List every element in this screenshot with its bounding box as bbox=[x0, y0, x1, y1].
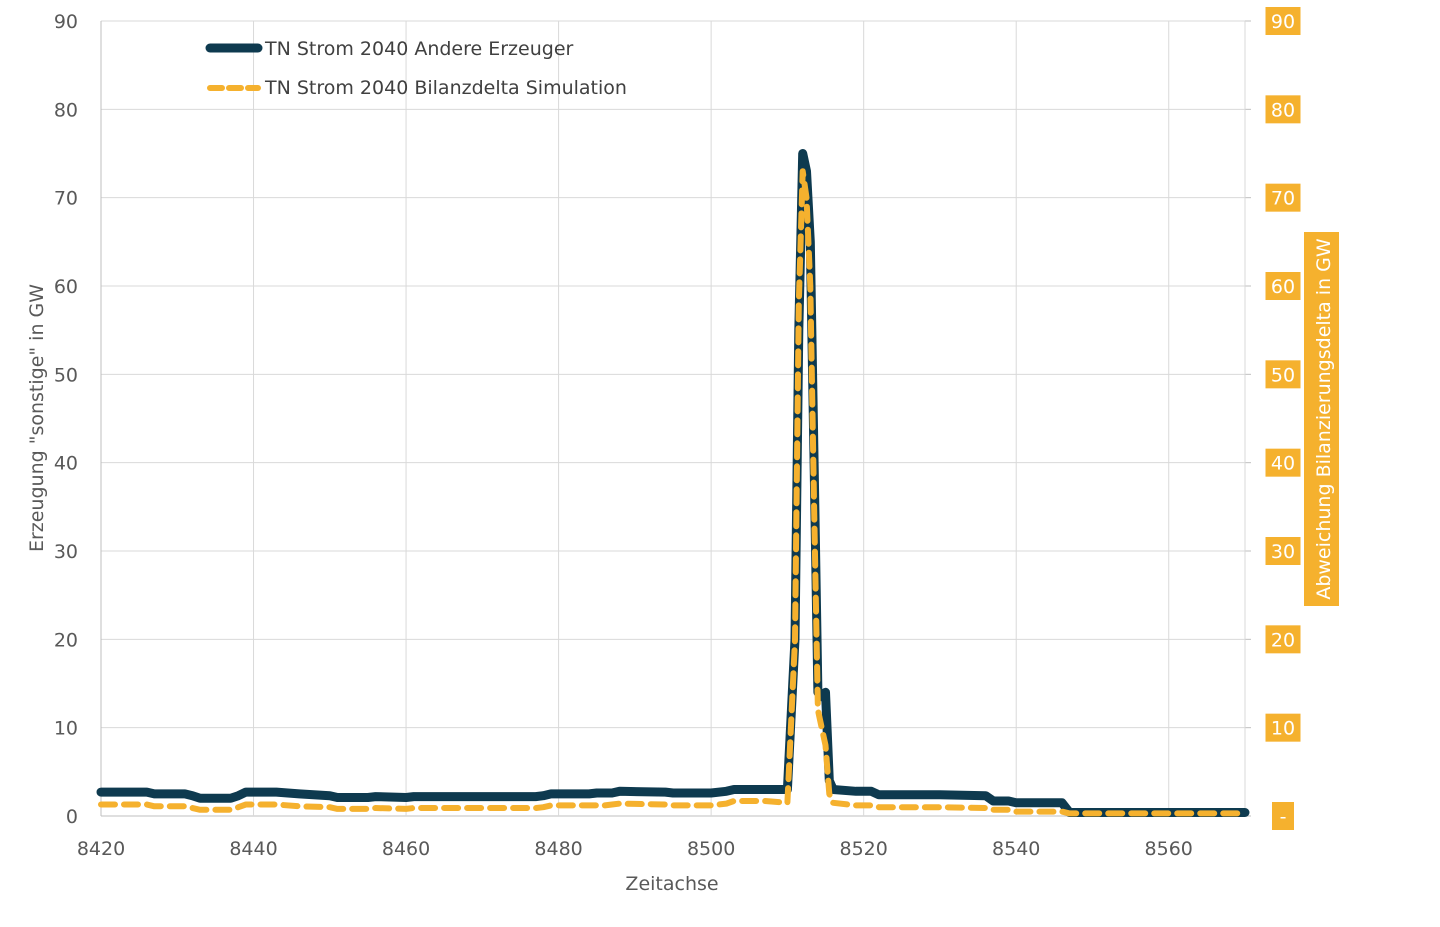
y2-tick-label: 90 bbox=[1271, 11, 1295, 33]
y2-axis-title: Abweichung Bilanzierungsdelta in GW bbox=[1313, 238, 1335, 600]
y2-tick-label: 80 bbox=[1271, 99, 1295, 121]
y-tick-label: 70 bbox=[54, 188, 78, 210]
y2-tick-box bbox=[1265, 448, 1301, 477]
y2-tick-label: 50 bbox=[1271, 364, 1295, 386]
y2-tick-label: 10 bbox=[1271, 718, 1295, 740]
y2-tick-box bbox=[1265, 537, 1301, 565]
y-tick-label: 30 bbox=[54, 541, 78, 563]
x-tick-label: 8520 bbox=[839, 838, 887, 860]
y2-tick-box bbox=[1265, 7, 1301, 35]
y2-tick-label: 40 bbox=[1271, 453, 1295, 475]
y-tick-label: 60 bbox=[54, 276, 78, 298]
y2-tick-label: - bbox=[1280, 806, 1287, 828]
y2-tick-label: 60 bbox=[1271, 276, 1295, 298]
y2-tick-box bbox=[1265, 360, 1301, 389]
x-axis-ticks: 8420 8440 8460 8480 8500 8520 8540 8560 bbox=[77, 838, 1193, 860]
y-tick-label: 40 bbox=[54, 453, 78, 475]
x-tick-label: 8420 bbox=[77, 838, 125, 860]
x-tick-label: 8540 bbox=[992, 838, 1040, 860]
y2-tick-label: 30 bbox=[1271, 541, 1295, 563]
y2-tick-label: 70 bbox=[1271, 188, 1295, 210]
y-axis-title: Erzeugung "sonstige" in GW bbox=[26, 284, 48, 552]
y-tick-label: 90 bbox=[54, 11, 78, 33]
x-tick-label: 8460 bbox=[382, 838, 430, 860]
y-tick-label: 20 bbox=[54, 629, 78, 651]
series-line-bilanzdelta bbox=[98, 168, 1248, 817]
y2-tick-box bbox=[1265, 183, 1301, 212]
series-lines bbox=[96, 149, 1250, 817]
y2-tick-box bbox=[1272, 802, 1294, 830]
y2-axis-title-background bbox=[1304, 232, 1339, 606]
x-axis-title: Zeitachse bbox=[625, 873, 718, 895]
y-tick-label: 10 bbox=[54, 718, 78, 740]
y2-tick-box bbox=[1265, 272, 1301, 300]
x-tick-label: 8440 bbox=[229, 838, 277, 860]
gridlines bbox=[100, 20, 1251, 817]
legend-label-bilanz: TN Strom 2040 Bilanzdelta Simulation bbox=[264, 77, 627, 99]
y2-tick-box bbox=[1265, 713, 1301, 742]
y-tick-label: 80 bbox=[54, 99, 78, 121]
x-tick-label: 8480 bbox=[534, 838, 582, 860]
legend: TN Strom 2040 Andere Erzeuger TN Strom 2… bbox=[205, 38, 627, 99]
series-line-andere-erzeuger bbox=[96, 149, 1250, 817]
x-tick-label: 8500 bbox=[687, 838, 735, 860]
x-tick-label: 8560 bbox=[1145, 838, 1193, 860]
y2-tick-box bbox=[1265, 95, 1301, 124]
legend-label-andere: TN Strom 2040 Andere Erzeuger bbox=[264, 38, 574, 60]
y2-tick-label: 20 bbox=[1271, 629, 1295, 651]
y-tick-label: 50 bbox=[54, 364, 78, 386]
y2-tick-box bbox=[1265, 625, 1301, 654]
y-axis-ticks: 0 10 20 30 40 50 60 70 80 90 bbox=[54, 11, 78, 828]
y2-axis-ticks: - 10 20 30 40 50 60 70 80 90 bbox=[1265, 7, 1301, 830]
y-tick-label: 0 bbox=[66, 806, 78, 828]
